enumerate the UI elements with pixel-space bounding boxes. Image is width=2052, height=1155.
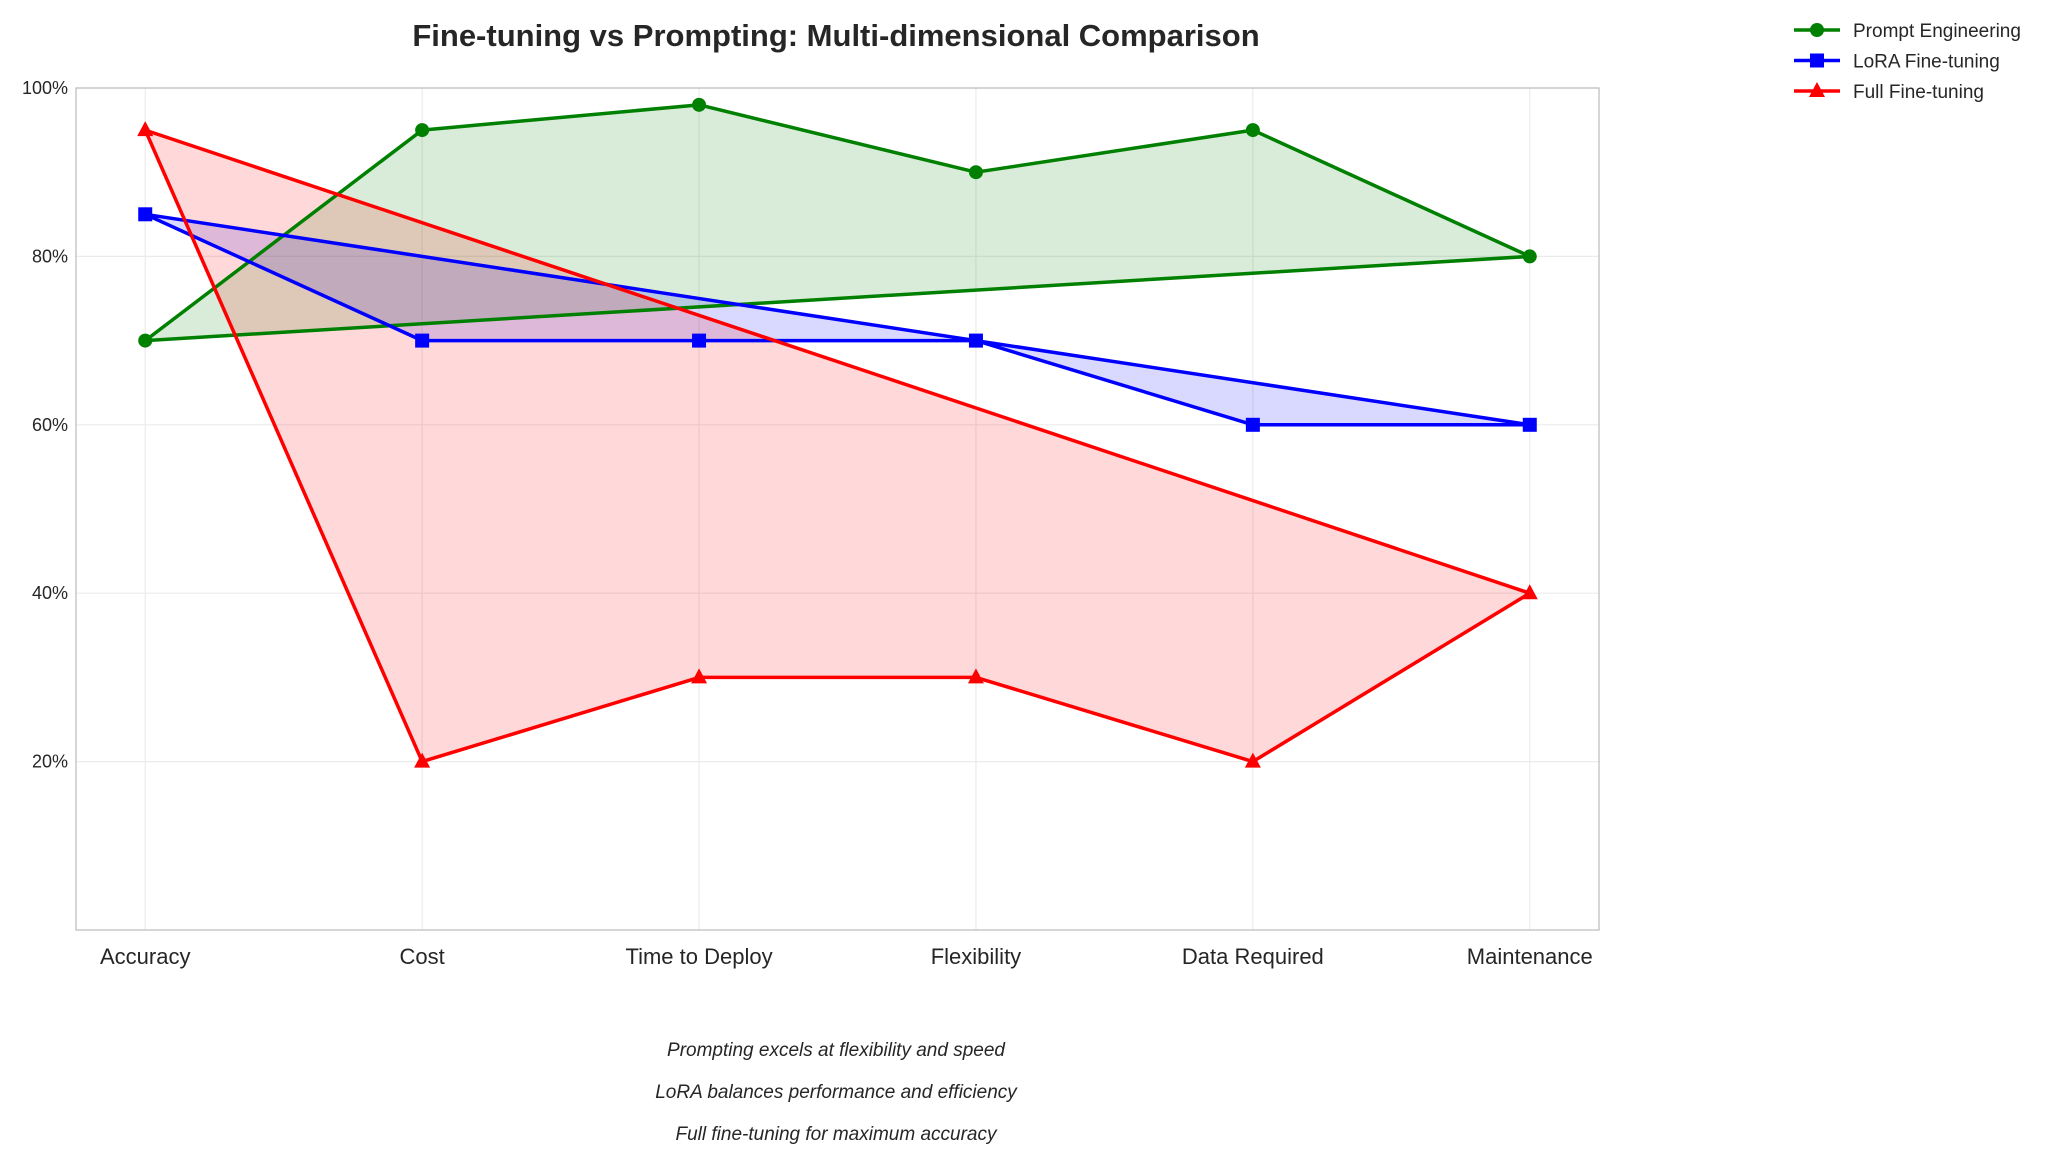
data-point-marker [968,333,983,348]
data-point-marker [968,165,983,180]
legend-label: Prompt Engineering [1853,21,2021,42]
data-point-marker [692,97,707,112]
x-tick-label: Accuracy [100,944,190,969]
legend-item: LoRA Fine-tuning [1794,52,2000,73]
y-tick-label: 20% [32,752,68,772]
legend-marker [1810,23,1824,37]
annotation-text: Full fine-tuning for maximum accuracy [676,1124,998,1145]
data-point-marker [138,333,153,348]
data-point-marker [414,752,431,768]
chart-title: Fine-tuning vs Prompting: Multi-dimensio… [412,18,1259,53]
x-axis: Accuracy Cost Time to Deploy Flexibility Dat… [100,944,1593,969]
data-point-marker [137,121,154,137]
data-point-marker [1521,584,1538,600]
data-point-marker [1245,417,1260,432]
data-point-marker [1522,249,1537,264]
x-tick-label: Cost [400,944,445,969]
data-point-marker [1522,417,1537,432]
series-fill [145,104,1530,341]
series-lines [137,97,1538,768]
legend: Prompt Engineering LoRA Fine-tuning Full F… [1794,21,2021,103]
legend-marker [1810,53,1824,68]
y-tick-label: 40% [32,583,68,603]
data-point-marker [415,333,430,348]
data-point-marker [138,207,153,222]
legend-label: Full Fine-tuning [1853,82,1984,103]
plot-frame [75,87,1600,931]
annotation-text: LoRA balances performance and efficiency [655,1082,1018,1103]
annotations: Prompting excels at flexibility and spee… [655,1040,1018,1145]
legend-marker [1809,82,1825,97]
legend-item: Prompt Engineering [1794,21,2021,42]
data-point-marker [415,123,430,138]
y-axis: 20% 40% 60% 80% 100% [22,78,68,772]
legend-item: Full Fine-tuning [1794,82,1984,103]
annotation-text: Prompting excels at flexibility and spee… [667,1040,1006,1061]
data-point-marker [967,668,984,684]
data-point-marker [1245,123,1260,138]
y-tick-label: 100% [22,78,68,98]
data-point-marker [691,668,708,684]
y-tick-label: 60% [32,415,68,435]
legend-label: LoRA Fine-tuning [1853,52,2000,73]
x-tick-label: Data Required [1182,944,1324,969]
series-fills [145,104,1530,762]
x-tick-label: Time to Deploy [625,944,772,969]
x-tick-label: Maintenance [1467,944,1593,969]
y-tick-label: 80% [32,246,68,266]
data-point-marker [1244,752,1261,768]
series-fill [145,130,1530,762]
x-tick-label: Flexibility [931,944,1021,969]
data-point-marker [692,333,707,348]
